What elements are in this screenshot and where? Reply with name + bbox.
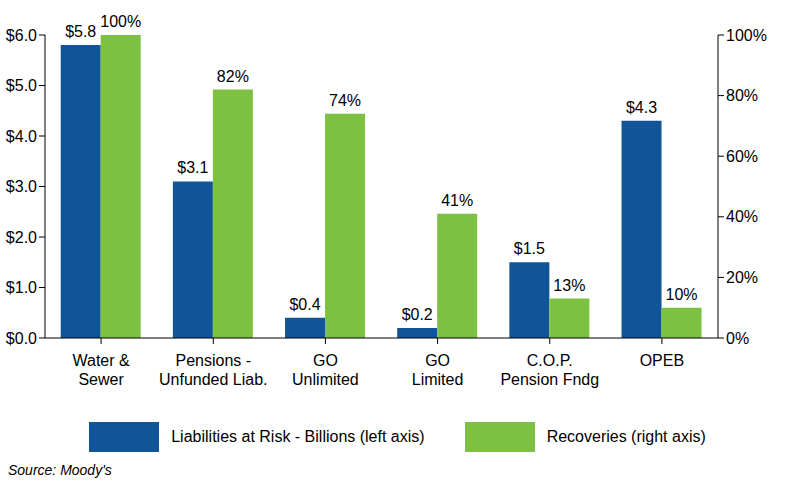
svg-text:80%: 80% — [726, 87, 758, 104]
svg-text:41%: 41% — [441, 192, 473, 209]
svg-text:20%: 20% — [726, 269, 758, 286]
svg-text:$0.4: $0.4 — [289, 296, 320, 313]
svg-text:$0.2: $0.2 — [402, 306, 433, 323]
svg-text:0%: 0% — [726, 330, 749, 347]
svg-text:$6.0: $6.0 — [8, 27, 37, 44]
svg-text:$3.0: $3.0 — [8, 178, 37, 195]
svg-text:$5.0: $5.0 — [8, 77, 37, 94]
svg-text:74%: 74% — [329, 92, 361, 109]
svg-text:100%: 100% — [726, 27, 767, 44]
html-text:Recoveries (right axis): Recoveries (right axis) — [546, 428, 706, 445]
svg-text:$1.0: $1.0 — [8, 279, 37, 296]
svg-text:100%: 100% — [100, 13, 141, 30]
svg-text:Pensions -Unfunded Liab.: Pensions -Unfunded Liab. — [159, 352, 268, 388]
svg-text:$4.0: $4.0 — [8, 128, 37, 145]
svg-text:OPEB: OPEB — [640, 352, 684, 369]
svg-text:Water &Sewer: Water &Sewer — [72, 352, 130, 388]
svg-text:C.O.P.Pension Fndg: C.O.P.Pension Fndg — [500, 352, 599, 388]
svg-text:10%: 10% — [666, 286, 698, 303]
svg-text:$3.1: $3.1 — [177, 159, 208, 176]
svg-text:$4.3: $4.3 — [626, 99, 657, 116]
svg-text:GOLimited: GOLimited — [412, 352, 464, 388]
html-text:Liabilities at Risk - Billions: Liabilities at Risk - Billions (left axi… — [171, 428, 425, 445]
svg-text:$1.5: $1.5 — [514, 240, 545, 257]
svg-text:40%: 40% — [726, 208, 758, 225]
svg-text:82%: 82% — [217, 68, 249, 85]
svg-text:GOUnlimited: GOUnlimited — [292, 352, 359, 388]
svg-text:$5.8: $5.8 — [65, 23, 96, 40]
svg-text:$2.0: $2.0 — [8, 229, 37, 246]
html-text:Source: Moody's: Source: Moody's — [8, 462, 112, 478]
svg-text:$0.0: $0.0 — [8, 330, 37, 347]
svg-text:13%: 13% — [553, 277, 585, 294]
svg-text:60%: 60% — [726, 148, 758, 165]
